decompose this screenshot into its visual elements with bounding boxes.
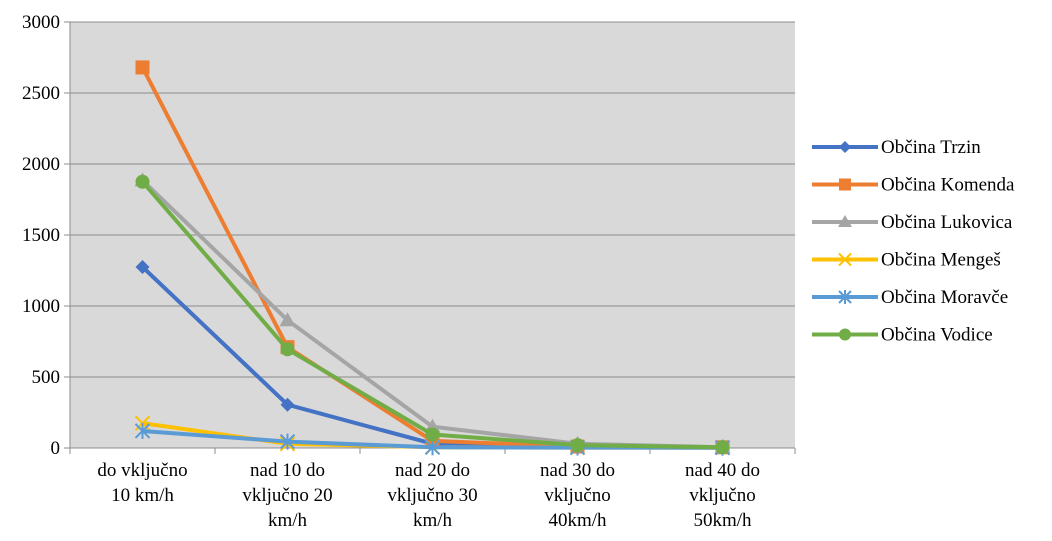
marker-circle: [425, 427, 440, 442]
marker-x: [838, 252, 852, 267]
x-axis-ticks: do vključno 10 km/h nad 10 do vključno 20 km…: [69, 448, 796, 531]
marker-x-stroke: [838, 252, 852, 267]
x-tick-label: nad 20 do vključno 30 km/h: [387, 460, 477, 531]
marker-circle: [280, 342, 295, 357]
legend-label: Občina Mengeš: [881, 250, 1001, 271]
x-tick-label-line: nad 10 do: [250, 460, 325, 481]
marker-triangle: [838, 215, 852, 227]
x-tick-label: nad 10 do vključno 20 km/h: [242, 460, 332, 531]
marker-diamond: [135, 259, 150, 274]
marker-circle: [570, 438, 585, 453]
legend-item: Občina Moravče: [812, 287, 1008, 308]
x-tick-label-line: nad 20 do: [395, 460, 470, 481]
series-group: [134, 60, 731, 456]
legend-item: Občina Vodice: [812, 325, 993, 346]
legend-label: Občina Komenda: [881, 175, 1015, 196]
x-tick-label: nad 30 do vključno 40km/h: [540, 460, 615, 531]
marker-circle: [135, 174, 150, 189]
legend-item: Občina Trzin: [812, 137, 981, 158]
y-tick-label: 2500: [22, 83, 60, 104]
y-tick-label: 1000: [22, 296, 60, 317]
x-tick-label-line: 10 km/h: [111, 485, 174, 506]
x-tick-label-line: vključno: [689, 485, 756, 506]
legend-item: Občina Mengeš: [812, 250, 1001, 271]
y-tick-label: 500: [32, 367, 61, 388]
legend: Občina Trzin Občina Komenda Občina Lukovic…: [812, 137, 1015, 346]
x-tick-label-line: km/h: [268, 510, 308, 531]
marker-square: [135, 60, 150, 75]
marker-diamond: [839, 141, 851, 153]
legend-item: Občina Lukovica: [812, 212, 1013, 233]
x-tick-label-line: nad 40 do: [685, 460, 760, 481]
x-tick-label: do vključno 10 km/h: [97, 460, 187, 506]
marker-triangle: [279, 312, 296, 327]
marker-star: [424, 439, 441, 456]
marker-diamond: [280, 397, 295, 412]
x-tick-label: nad 40 do vključno 50km/h: [685, 460, 760, 531]
x-tick-label-line: 40km/h: [548, 510, 607, 531]
legend-label: Občina Moravče: [881, 287, 1008, 308]
x-tick-label-line: vključno 30: [387, 485, 477, 506]
marker-star: [279, 433, 296, 450]
marker-square: [839, 178, 851, 191]
marker-star: [838, 290, 852, 304]
legend-item: Občina Komenda: [812, 175, 1015, 196]
y-tick-label: 0: [51, 438, 61, 459]
legend-label: Občina Vodice: [881, 325, 993, 346]
x-tick-label-line: vključno: [544, 485, 611, 506]
x-tick-label-line: km/h: [413, 510, 453, 531]
series-občina-vodice: [135, 174, 730, 455]
x-tick-label-line: nad 30 do: [540, 460, 615, 481]
legend-label: Občina Trzin: [881, 137, 981, 158]
legend-label: Občina Lukovica: [881, 212, 1013, 233]
x-tick-label-line: do vključno: [97, 460, 187, 481]
marker-circle: [715, 440, 730, 455]
x-tick-label-line: vključno 20: [242, 485, 332, 506]
y-tick-label: 2000: [22, 154, 60, 175]
y-tick-label: 1500: [22, 225, 60, 246]
y-axis-ticks: 0 500 1000 1500 2000 2500 3000: [22, 12, 70, 459]
marker-star: [134, 422, 151, 439]
x-tick-label-line: 50km/h: [693, 510, 752, 531]
y-tick-label: 3000: [22, 12, 60, 33]
marker-circle: [839, 328, 851, 341]
